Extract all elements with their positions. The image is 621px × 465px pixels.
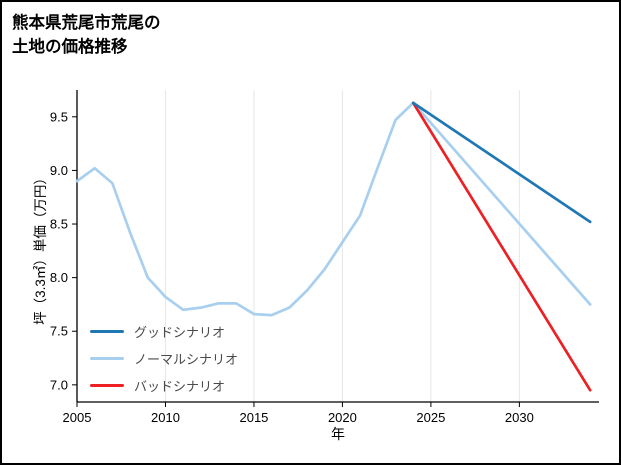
y-tick-label: 9.5 [50,109,68,124]
y-tick-label: 8.0 [50,270,68,285]
x-tick-label: 2015 [239,410,268,425]
legend-item-good-scenario: グッドシナリオ [90,318,238,345]
chart-title-line1: 熊本県荒尾市荒尾の [12,14,161,32]
x-axis-label: 年 [331,426,345,442]
legend-swatch-good [90,330,124,333]
legend-swatch-bad [90,384,124,387]
legend-item-normal-scenario: ノーマルシナリオ [90,345,238,372]
legend-item-bad-scenario: バッドシナリオ [90,372,238,399]
legend-label-bad: バッドシナリオ [134,379,226,394]
legend-swatch-normal [90,357,124,360]
chart-title: 熊本県荒尾市荒尾の 土地の価格推移 [12,12,161,60]
y-tick-label: 7.0 [50,377,68,392]
series-line-グッドシナリオ [411,101,592,224]
x-tick-label: 2010 [151,410,180,425]
x-tick-label: 2020 [328,410,357,425]
x-tick-label: 2030 [505,410,534,425]
y-tick-label: 7.5 [50,324,68,339]
series-line-バッドシナリオ [411,101,592,392]
x-tick-label: 2025 [416,410,445,425]
y-tick-label: 9.0 [50,163,68,178]
legend-label-good: グッドシナリオ [134,325,226,340]
y-tick-label: 8.5 [50,217,68,232]
y-axis-label: 坪（3.3㎡）単価（万円） [33,171,48,325]
legend-label-normal: ノーマルシナリオ [134,352,239,367]
chart-legend: グッドシナリオ ノーマルシナリオ バッドシナリオ [90,318,238,399]
chart-title-line2: 土地の価格推移 [12,37,128,56]
series-line-ノーマルシナリオ [75,101,592,317]
x-tick-label: 2005 [63,410,92,425]
